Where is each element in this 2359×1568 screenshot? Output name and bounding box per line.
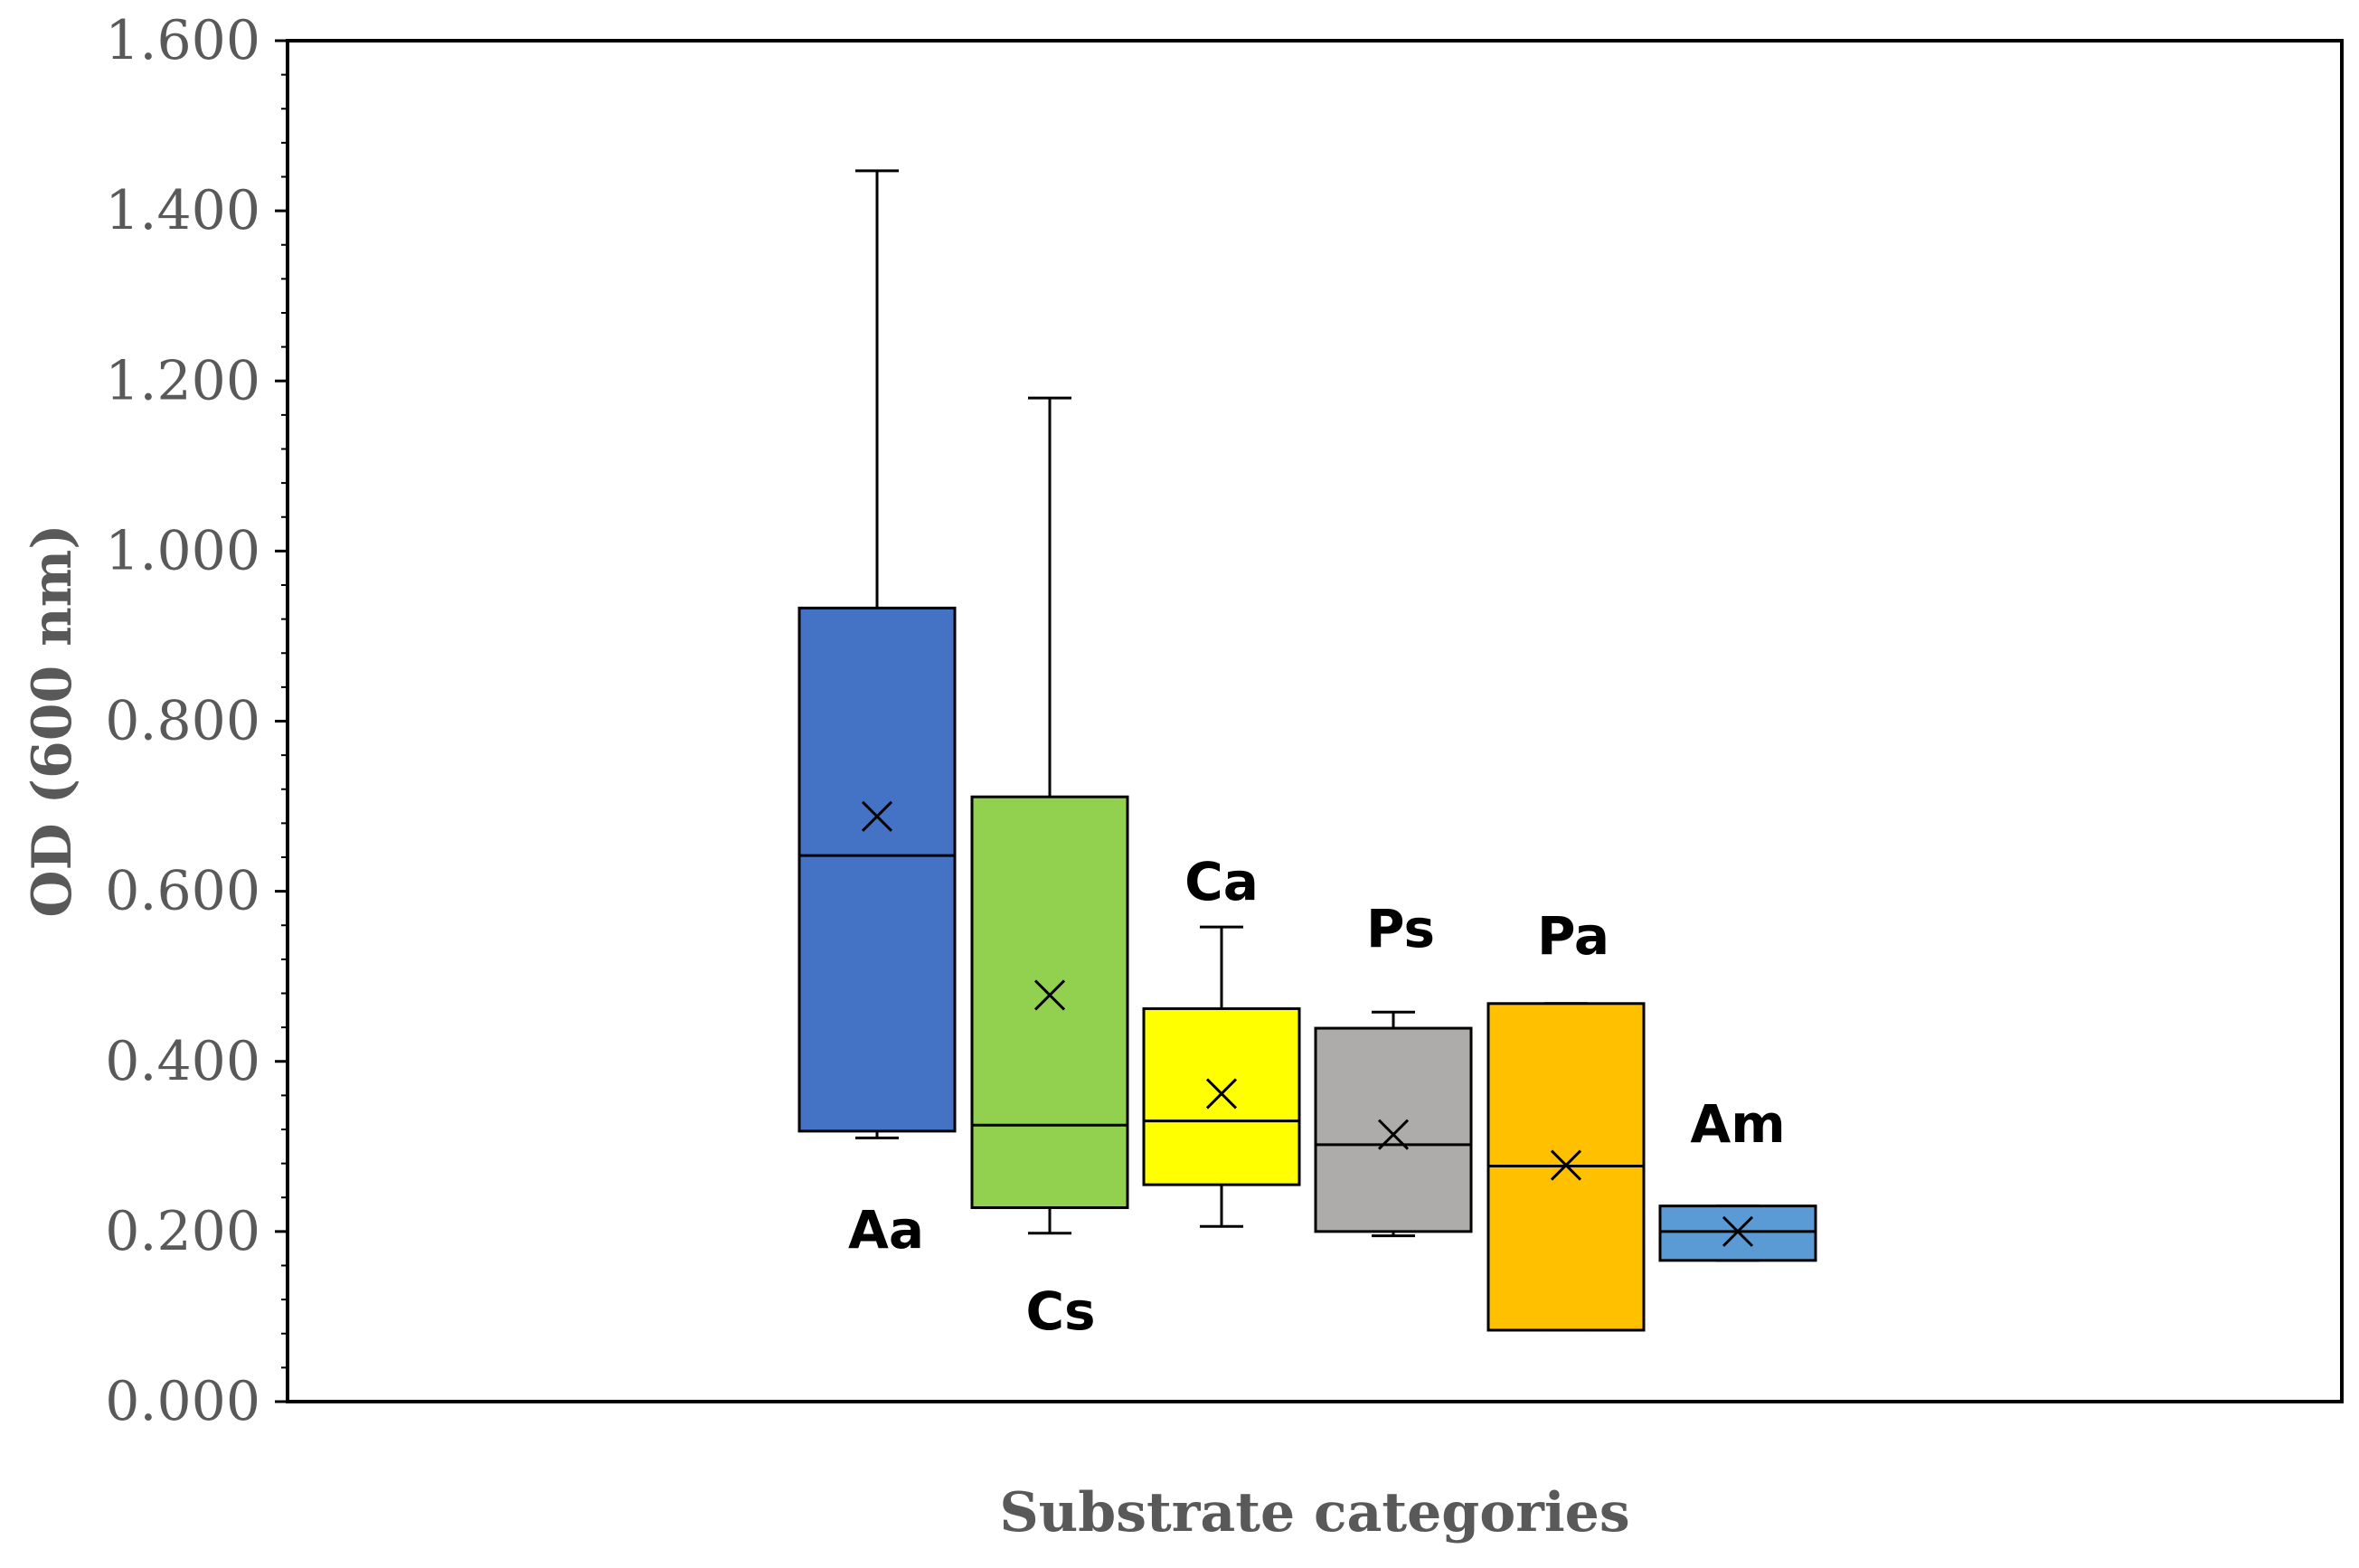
y-tick-label: 0.600 [105, 860, 260, 923]
box-iqr [970, 795, 1129, 1210]
y-tick-label: 0.000 [105, 1370, 260, 1433]
mean-marker [1550, 1149, 1582, 1181]
box-iqr [1142, 1006, 1301, 1186]
category-label: Ps [1366, 898, 1435, 959]
category-label: Am [1690, 1093, 1785, 1155]
category-label: Pa [1537, 905, 1609, 967]
box-cs: Cs [970, 396, 1129, 1342]
box-ca: Ca [1142, 851, 1301, 1228]
y-tick-label: 1.200 [105, 349, 260, 412]
mean-marker [861, 800, 893, 832]
category-label: Aa [848, 1199, 924, 1261]
category-label: Cs [1025, 1280, 1095, 1342]
box-iqr [1314, 1026, 1473, 1233]
mean-marker [1722, 1215, 1754, 1247]
box-am: Am [1658, 1093, 1817, 1262]
y-tick-label: 0.200 [105, 1200, 260, 1263]
y-tick-label: 0.800 [105, 690, 260, 753]
box-ps: Ps [1314, 898, 1473, 1238]
y-tick-label: 1.000 [105, 519, 260, 582]
box-pa: Pa [1486, 905, 1646, 1332]
y-axis-title: OD (600 nm) [21, 524, 84, 917]
box-iqr [797, 606, 957, 1133]
y-tick-label: 1.400 [105, 179, 260, 242]
y-axis-ticks: 0.000 0.200 0.400 0.600 0.800 1.000 1.200 1.400… [105, 9, 288, 1433]
y-tick-label: 1.600 [105, 9, 260, 72]
mean-marker [1033, 979, 1066, 1011]
mean-marker [1205, 1078, 1238, 1110]
mean-marker [1377, 1119, 1410, 1150]
y-tick-label: 0.400 [105, 1030, 260, 1093]
box-plots: Aa Cs Ca Ps Pa Am [797, 169, 1817, 1342]
box-aa: Aa [797, 169, 957, 1261]
category-label: Ca [1184, 851, 1259, 912]
x-axis-title: Substrate categories [999, 1481, 1629, 1544]
